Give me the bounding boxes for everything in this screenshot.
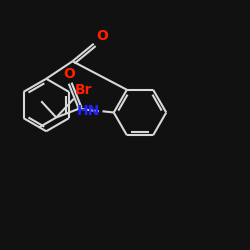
Text: HN: HN (77, 104, 100, 118)
Text: Br: Br (75, 84, 92, 98)
Text: O: O (63, 67, 75, 81)
Text: O: O (96, 28, 108, 42)
